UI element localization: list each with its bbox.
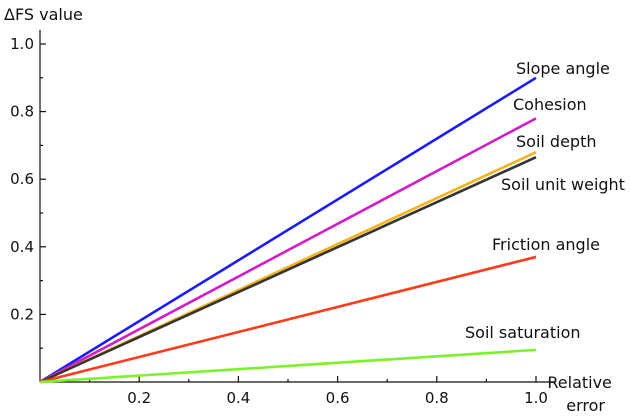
y-tick-label: 0.4 [10,238,34,256]
x-tick-label: 0.6 [326,389,350,407]
y-tick-label: 0.2 [10,305,34,323]
x-tick-label: 0.8 [425,389,449,407]
series-label-friction-angle: Friction angle [492,235,600,254]
x-axis-title: Relative error [547,373,617,415]
series-label-slope-angle: Slope angle [516,59,610,78]
series-labels: Slope angle Cohesion Soil depth Soil unit w… [465,59,625,342]
series-label-soil-unit-weight: Soil unit weight [501,175,625,194]
series-label-soil-depth: Soil depth [516,132,597,151]
series-lines [39,76,537,384]
series-line-friction-angle [39,255,537,384]
x-axis-title-line-1: Relative [547,373,612,392]
x-tick-label: 1.0 [524,389,548,407]
y-tick-label: 0.8 [10,103,34,121]
series-label-soil-saturation: Soil saturation [465,323,581,342]
x-axis-title-line-2: error [566,396,605,415]
x-tick-label: 0.4 [226,389,250,407]
y-tick-label: 1.0 [10,35,34,53]
axes: 0.2 0.4 0.6 0.8 1.0 0.2 0.4 0.6 0.8 1.0 [10,30,556,407]
series-label-cohesion: Cohesion [513,95,587,114]
series-line-soil-saturation [39,348,537,384]
series-line-soil-unit-weight [39,156,537,384]
series-line-cohesion [39,117,537,384]
y-tick-label: 0.6 [10,170,34,188]
y-axis-title: ΔFS value [4,5,83,24]
x-tick-label: 0.2 [127,389,151,407]
series-line-slope-angle [39,76,537,384]
